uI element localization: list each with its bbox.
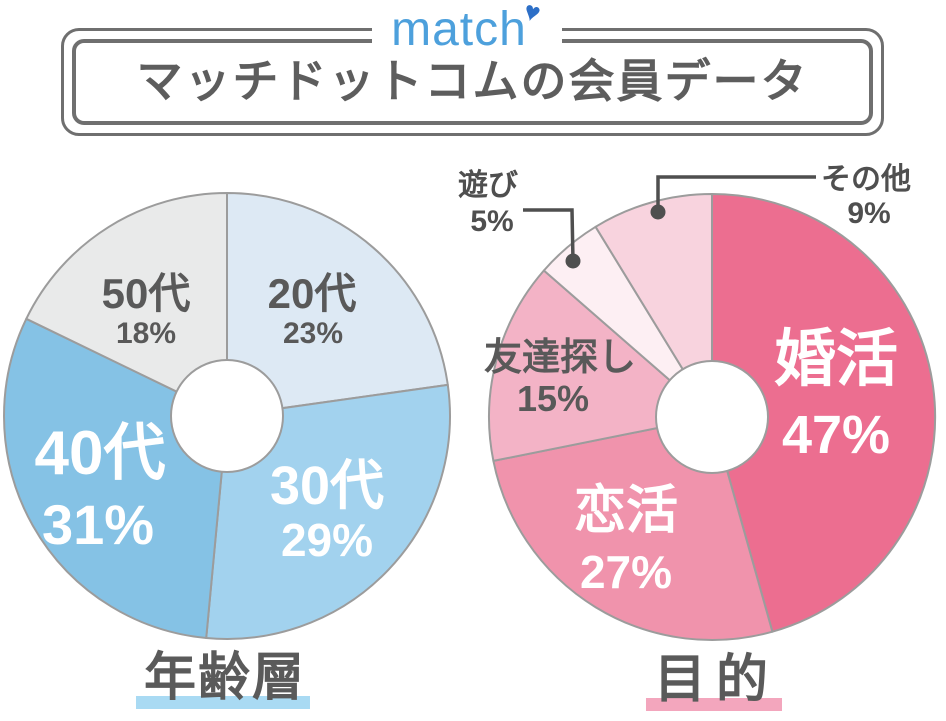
- purpose-pie: [488, 175, 937, 642]
- purpose-caption-text: 目的: [653, 651, 779, 709]
- purpose-casual-leader-line: [523, 208, 575, 262]
- purpose-slice-other: [594, 193, 713, 418]
- age-slice-50s: [25, 192, 228, 417]
- purpose-donut-hole: [655, 360, 769, 474]
- match-logo-text: match: [391, 2, 527, 56]
- age-slice-20s: [226, 192, 449, 417]
- age-chart-caption: 年齢層: [135, 649, 311, 710]
- age-donut-hole: [170, 359, 284, 473]
- match-logo: match ♥: [372, 0, 562, 56]
- age-pie: [3, 192, 451, 640]
- purpose-other-leader-line: [656, 175, 816, 212]
- purpose-chart-caption: 目的: [645, 651, 783, 712]
- purpose-slice-marriage: [711, 193, 937, 633]
- purpose-other-leader-dot: [650, 204, 666, 220]
- purpose-casual-leader-dot: [565, 253, 581, 269]
- age-caption-text: 年齢層: [143, 649, 307, 707]
- age-slice-40s: [3, 317, 228, 639]
- page-title: マッチドットコムの会員データ: [136, 55, 809, 107]
